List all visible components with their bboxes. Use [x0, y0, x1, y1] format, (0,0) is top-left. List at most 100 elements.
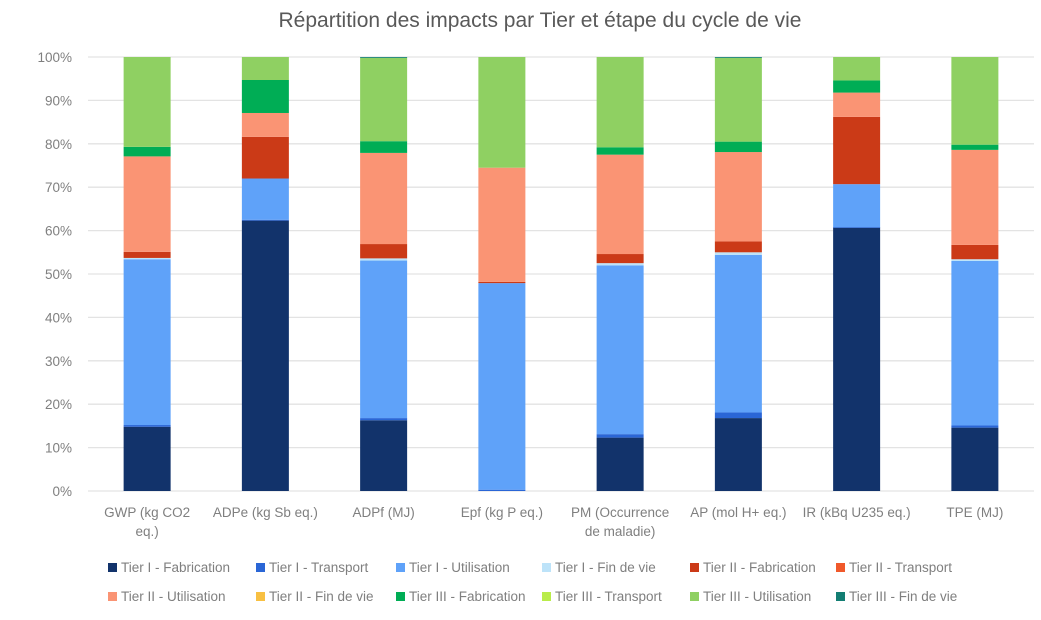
legend-label: Tier III - Fin de vie: [849, 589, 958, 604]
y-tick-label: 80%: [45, 137, 72, 152]
bar-segment: [478, 57, 526, 168]
legend-label: Tier II - Utilisation: [121, 589, 226, 604]
bar-stack: [360, 57, 408, 491]
bar-stack: [123, 57, 171, 491]
bar-segment: [123, 251, 171, 258]
legend-swatch: [836, 563, 845, 572]
bar-segment: [833, 57, 881, 81]
bar-segment: [241, 220, 289, 492]
bar-segment: [596, 434, 644, 438]
bar-segment: [478, 283, 526, 490]
bar-segment: [714, 141, 762, 153]
legend-swatch: [836, 592, 845, 601]
legend-label: Tier II - Fin de vie: [269, 589, 374, 604]
legend-item: Tier III - Fin de vie: [836, 589, 982, 604]
bar-segment: [596, 147, 644, 155]
bar-segment: [123, 146, 171, 157]
bar-segment: [833, 227, 881, 228]
bar-segment: [714, 412, 762, 419]
bar-segment: [951, 260, 999, 426]
bar-segment: [478, 281, 526, 284]
bar-segment: [833, 80, 881, 93]
legend-item: Tier I - Transport: [256, 560, 396, 575]
bar-segment: [714, 152, 762, 242]
x-tick-label: AP (mol H+ eq.): [690, 505, 786, 520]
x-tick-label: Epf (kg P eq.): [461, 505, 543, 520]
bar-segment: [360, 244, 408, 259]
x-tick-label: de maladie): [585, 524, 656, 539]
legend-swatch: [690, 592, 699, 601]
x-axis-ticks: GWP (kg CO2 eq.) ADPe (kg Sb eq.) ADPf (MJ)…: [104, 505, 1003, 539]
bar-segment: [951, 427, 999, 491]
y-tick-label: 60%: [45, 224, 72, 239]
bar-segment: [951, 425, 999, 428]
y-tick-label: 30%: [45, 354, 72, 369]
bar-segment: [478, 489, 526, 491]
bar-segment: [123, 425, 171, 427]
legend-item: Tier III - Fabrication: [396, 589, 542, 604]
legend: Tier I - Fabrication Tier I - Transport Ti…: [108, 560, 988, 604]
legend-label: Tier II - Transport: [849, 560, 953, 575]
bars: [123, 57, 999, 492]
legend-label: Tier I - Utilisation: [409, 560, 510, 575]
bar-segment: [123, 156, 171, 252]
y-tick-label: 0%: [52, 484, 72, 499]
bar-segment: [360, 57, 408, 58]
y-tick-label: 40%: [45, 310, 72, 325]
legend-swatch: [256, 592, 265, 601]
x-tick-label: ADPf (MJ): [353, 505, 415, 520]
legend-item: Tier I - Fin de vie: [542, 560, 690, 575]
bar-segment: [241, 80, 289, 113]
chart-title: Répartition des impacts par Tier et étap…: [279, 9, 802, 32]
bar-stack: [833, 57, 881, 491]
bar-segment: [123, 257, 171, 260]
bar-stack: [478, 57, 526, 491]
bar-segment: [714, 57, 762, 58]
bar-segment: [596, 254, 644, 264]
legend-item: Tier I - Utilisation: [396, 560, 542, 575]
bar-segment: [951, 244, 999, 260]
legend-item: Tier I - Fabrication: [108, 560, 256, 575]
bar-segment: [833, 92, 881, 117]
bar-segment: [241, 112, 289, 137]
bar-segment: [951, 259, 999, 261]
bar-segment: [596, 154, 644, 255]
legend-swatch: [542, 563, 551, 572]
legend-swatch: [396, 592, 405, 601]
x-tick-label: eq.): [135, 524, 158, 539]
y-tick-label: 90%: [45, 93, 72, 108]
legend-item: Tier II - Transport: [836, 560, 982, 575]
legend-label: Tier III - Transport: [555, 589, 662, 604]
legend-swatch: [396, 563, 405, 572]
bar-segment: [360, 57, 408, 142]
bar-segment: [360, 258, 408, 261]
legend-item: Tier II - Fin de vie: [256, 589, 396, 604]
bar-segment: [123, 259, 171, 426]
x-tick-label: TPE (MJ): [946, 505, 1003, 520]
bar-segment: [596, 265, 644, 435]
legend-item: Tier III - Utilisation: [690, 589, 836, 604]
x-tick-label: PM (Occurrence: [571, 505, 669, 520]
legend-label: Tier I - Fabrication: [121, 560, 231, 575]
bar-segment: [241, 136, 289, 179]
bar-segment: [596, 263, 644, 266]
bar-segment: [123, 426, 171, 491]
legend-label: Tier I - Fin de vie: [555, 560, 656, 575]
y-axis-ticks: 0% 10% 20% 30% 40% 50% 60% 70% 80% 90% 100%: [37, 50, 72, 499]
bar-segment: [714, 57, 762, 142]
legend-swatch: [542, 592, 551, 601]
gridlines: [88, 56, 1034, 492]
bar-segment: [360, 152, 408, 245]
bar-segment: [714, 241, 762, 253]
bar-segment: [833, 184, 881, 228]
bar-segment: [596, 57, 644, 148]
legend-swatch: [108, 563, 117, 572]
bar-segment: [123, 57, 171, 147]
bar-stack: [951, 57, 999, 491]
bar-segment: [478, 167, 526, 282]
y-tick-label: 10%: [45, 441, 72, 456]
bar-segment: [241, 178, 289, 220]
y-tick-label: 70%: [45, 180, 72, 195]
legend-item: Tier II - Fabrication: [690, 560, 836, 575]
